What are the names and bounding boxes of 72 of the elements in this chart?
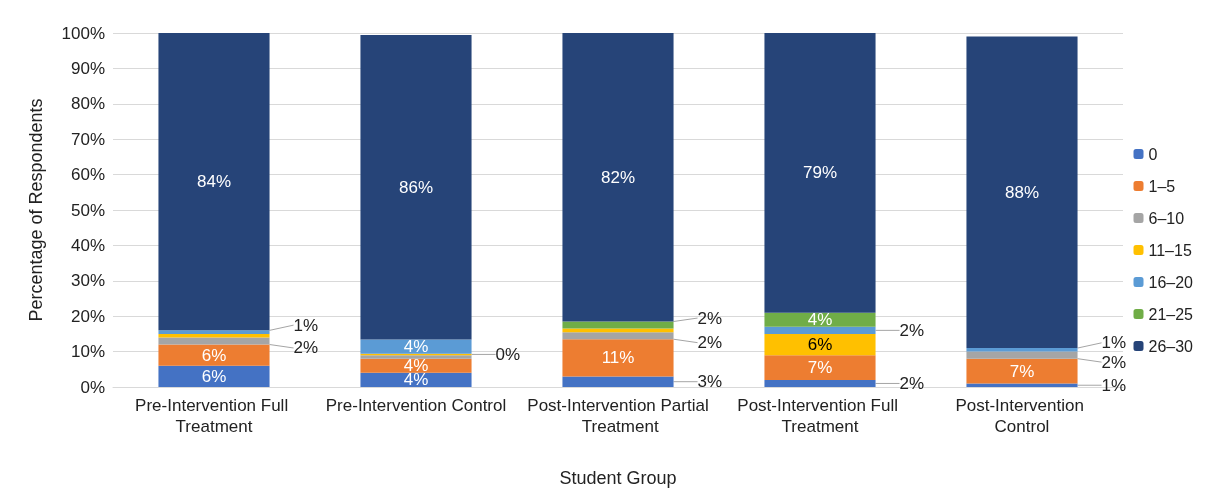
y-tick-label: 30% [70, 271, 105, 291]
x-tick-label: Pre-Intervention Control [325, 396, 507, 415]
data-label: 79% [802, 163, 838, 183]
bar [562, 321, 674, 329]
data-label: 7% [807, 358, 833, 378]
bar [764, 379, 876, 387]
bar [966, 348, 1078, 352]
bar [562, 339, 674, 377]
legend-label: 26–30 [1148, 337, 1194, 355]
bar [360, 35, 472, 340]
data-label: 7% [1009, 361, 1035, 381]
data-label: 2% [899, 320, 925, 340]
y-tick-label: 40% [70, 235, 105, 255]
data-label: 2% [697, 333, 723, 353]
data-label: 11% [601, 348, 635, 368]
bar [764, 333, 876, 356]
x-tick-label: Post-Intervention Full Treatment [737, 396, 903, 436]
data-label: 4% [403, 337, 429, 357]
legend-label: 1–5 [1148, 177, 1176, 195]
bar [562, 332, 674, 340]
y-axis-title: Percentage of Respondents [26, 98, 46, 322]
data-label: 4% [807, 310, 833, 330]
bar [764, 33, 876, 313]
bar [158, 330, 270, 334]
legend-label: 16–20 [1148, 273, 1194, 291]
data-label: 2% [899, 373, 925, 393]
bar [966, 383, 1078, 387]
bar [360, 372, 472, 387]
bar [966, 36, 1078, 349]
data-label: 84% [196, 172, 232, 192]
x-axis-title: Student Group [559, 468, 677, 488]
legend-label: 11–15 [1148, 241, 1192, 259]
data-label: 2% [1101, 352, 1127, 372]
y-tick-label: 20% [70, 306, 105, 326]
y-tick-label: 90% [70, 58, 105, 78]
bar [764, 326, 876, 334]
y-tick-label: 70% [70, 129, 105, 149]
bar [360, 358, 472, 373]
data-label: 86% [398, 177, 434, 197]
bar [360, 339, 472, 354]
data-label: 2% [293, 338, 319, 358]
y-tick-label: 80% [70, 94, 105, 114]
data-label: 1% [293, 315, 319, 335]
bar [764, 312, 876, 327]
data-label: 6% [201, 345, 227, 365]
data-label: 1% [1101, 375, 1127, 395]
data-label: 88% [1004, 182, 1040, 202]
legend-label: 6–10 [1148, 209, 1185, 227]
data-label: 6% [807, 335, 833, 355]
y-tick-label: 0% [80, 377, 105, 397]
bar [562, 376, 674, 387]
data-label: 6% [201, 366, 227, 386]
y-tick-label: 10% [70, 342, 105, 362]
bar [158, 33, 270, 331]
y-tick-label: 60% [70, 165, 105, 185]
data-label: 82% [600, 167, 636, 187]
bar [966, 358, 1078, 384]
bar [158, 365, 270, 387]
x-tick-label: Post-Intervention Partial Treatment [527, 396, 709, 436]
y-tick-label: 100% [61, 23, 105, 43]
y-tick-label: 50% [70, 200, 105, 220]
bar [158, 344, 270, 366]
x-tick-label: Post-Intervention Control [955, 396, 1089, 436]
data-label: 2% [697, 308, 723, 328]
data-label: 1% [1101, 333, 1127, 353]
bar [562, 33, 674, 322]
legend-label: 0 [1148, 145, 1158, 163]
x-tick-label: Pre-Intervention Full Treatment [135, 396, 293, 436]
legend-label: 21–25 [1148, 305, 1194, 323]
data-label: 3% [697, 372, 723, 392]
bar [764, 355, 876, 380]
data-label: 0% [495, 344, 521, 364]
